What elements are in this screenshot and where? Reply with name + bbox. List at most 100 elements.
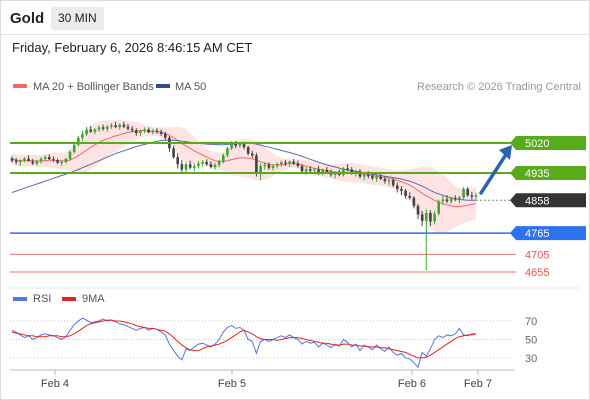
candle [300,164,304,174]
candle [81,130,84,142]
candle [462,187,465,200]
candle [56,158,59,165]
candle [445,195,449,204]
candle [474,192,478,200]
candle [309,165,312,173]
candle [176,153,179,169]
forecast-arrow [479,145,512,195]
candle [172,145,175,159]
candle [35,159,39,166]
rsi-legend: RSI 9MA [13,293,105,305]
candle [60,159,63,166]
candle [437,199,440,216]
candle [39,157,43,164]
candle [72,143,76,154]
candle [197,161,200,169]
candle [64,157,68,164]
candle [371,173,374,181]
candle [296,160,300,168]
main-plot [10,120,478,271]
level-label: 4765 [525,228,549,240]
candle [10,156,14,163]
candle [400,186,403,196]
candle [89,126,92,134]
candle [346,164,349,172]
candle [101,124,105,131]
rsi-tick-label: 70 [525,316,537,328]
candle [139,129,142,136]
candle [23,157,26,163]
candle [184,162,188,172]
candle [213,162,217,170]
candle [288,160,291,168]
ma50-legend-swatch [156,84,170,88]
candle [14,157,18,165]
candle [19,159,22,166]
candle [27,155,30,162]
rsi-tick-label: 50 [525,335,537,347]
candle [188,160,192,170]
candle [454,195,457,202]
arrow-shaft [479,151,509,195]
candle [267,162,271,170]
level-label: 4858 [525,195,549,207]
candle [193,163,196,172]
level-label: 4705 [525,249,549,261]
rsi-legend-label: RSI [33,293,51,305]
candle [68,150,72,161]
candle [342,167,345,177]
candle [164,131,167,141]
candle [114,121,117,129]
candle [126,123,130,131]
bollinger-band [12,120,476,234]
candle [466,186,469,197]
candle [416,203,420,219]
candle [362,173,366,181]
time-axis: Feb 4 Feb 5 Feb 6 Feb 7 [41,370,492,390]
level-support: 4655 [10,267,549,279]
ma50-legend-label: MA 50 [175,81,206,93]
candle [130,126,134,133]
candle [263,162,266,170]
candle [77,135,80,147]
candle [387,178,391,186]
candle [151,128,155,135]
symbol-title: Gold [10,10,45,27]
candle [159,129,163,136]
level-label: 4935 [525,168,549,180]
candle [280,160,283,168]
candle [147,127,150,134]
candle [379,173,382,181]
candle [135,128,138,136]
candle [425,209,428,271]
level-pivot: 4765 [10,226,586,241]
level-resistance: 4935 [10,166,586,181]
candle [271,164,275,171]
header-bar: Gold 30 MIN [0,0,590,35]
candle [122,121,126,129]
rsi-ma-line [11,319,477,359]
level-support: 4705 [10,249,549,261]
ma20-legend-swatch [13,84,27,88]
candle [246,145,250,156]
candle [106,125,109,132]
time-tick-label: Feb 6 [398,378,426,390]
candle [180,159,184,174]
candle [441,195,445,205]
research-credit: Research © 2026 Trading Central [417,81,581,93]
candle [433,210,436,225]
ma20-legend-label: MA 20 + Bollinger Bands [33,81,154,93]
candle [31,158,34,165]
candle [391,177,395,188]
candle [375,174,378,182]
chart-datetime: Friday, February 6, 2026 8:46:15 AM CET [12,40,253,55]
candle [449,196,453,204]
arrow-head [499,145,512,160]
timeframe-button[interactable]: 30 MIN [51,7,104,30]
candle [226,146,229,158]
candle [412,196,416,209]
candle [155,128,159,134]
candle [143,127,146,134]
time-tick-label: Feb 5 [218,378,246,390]
